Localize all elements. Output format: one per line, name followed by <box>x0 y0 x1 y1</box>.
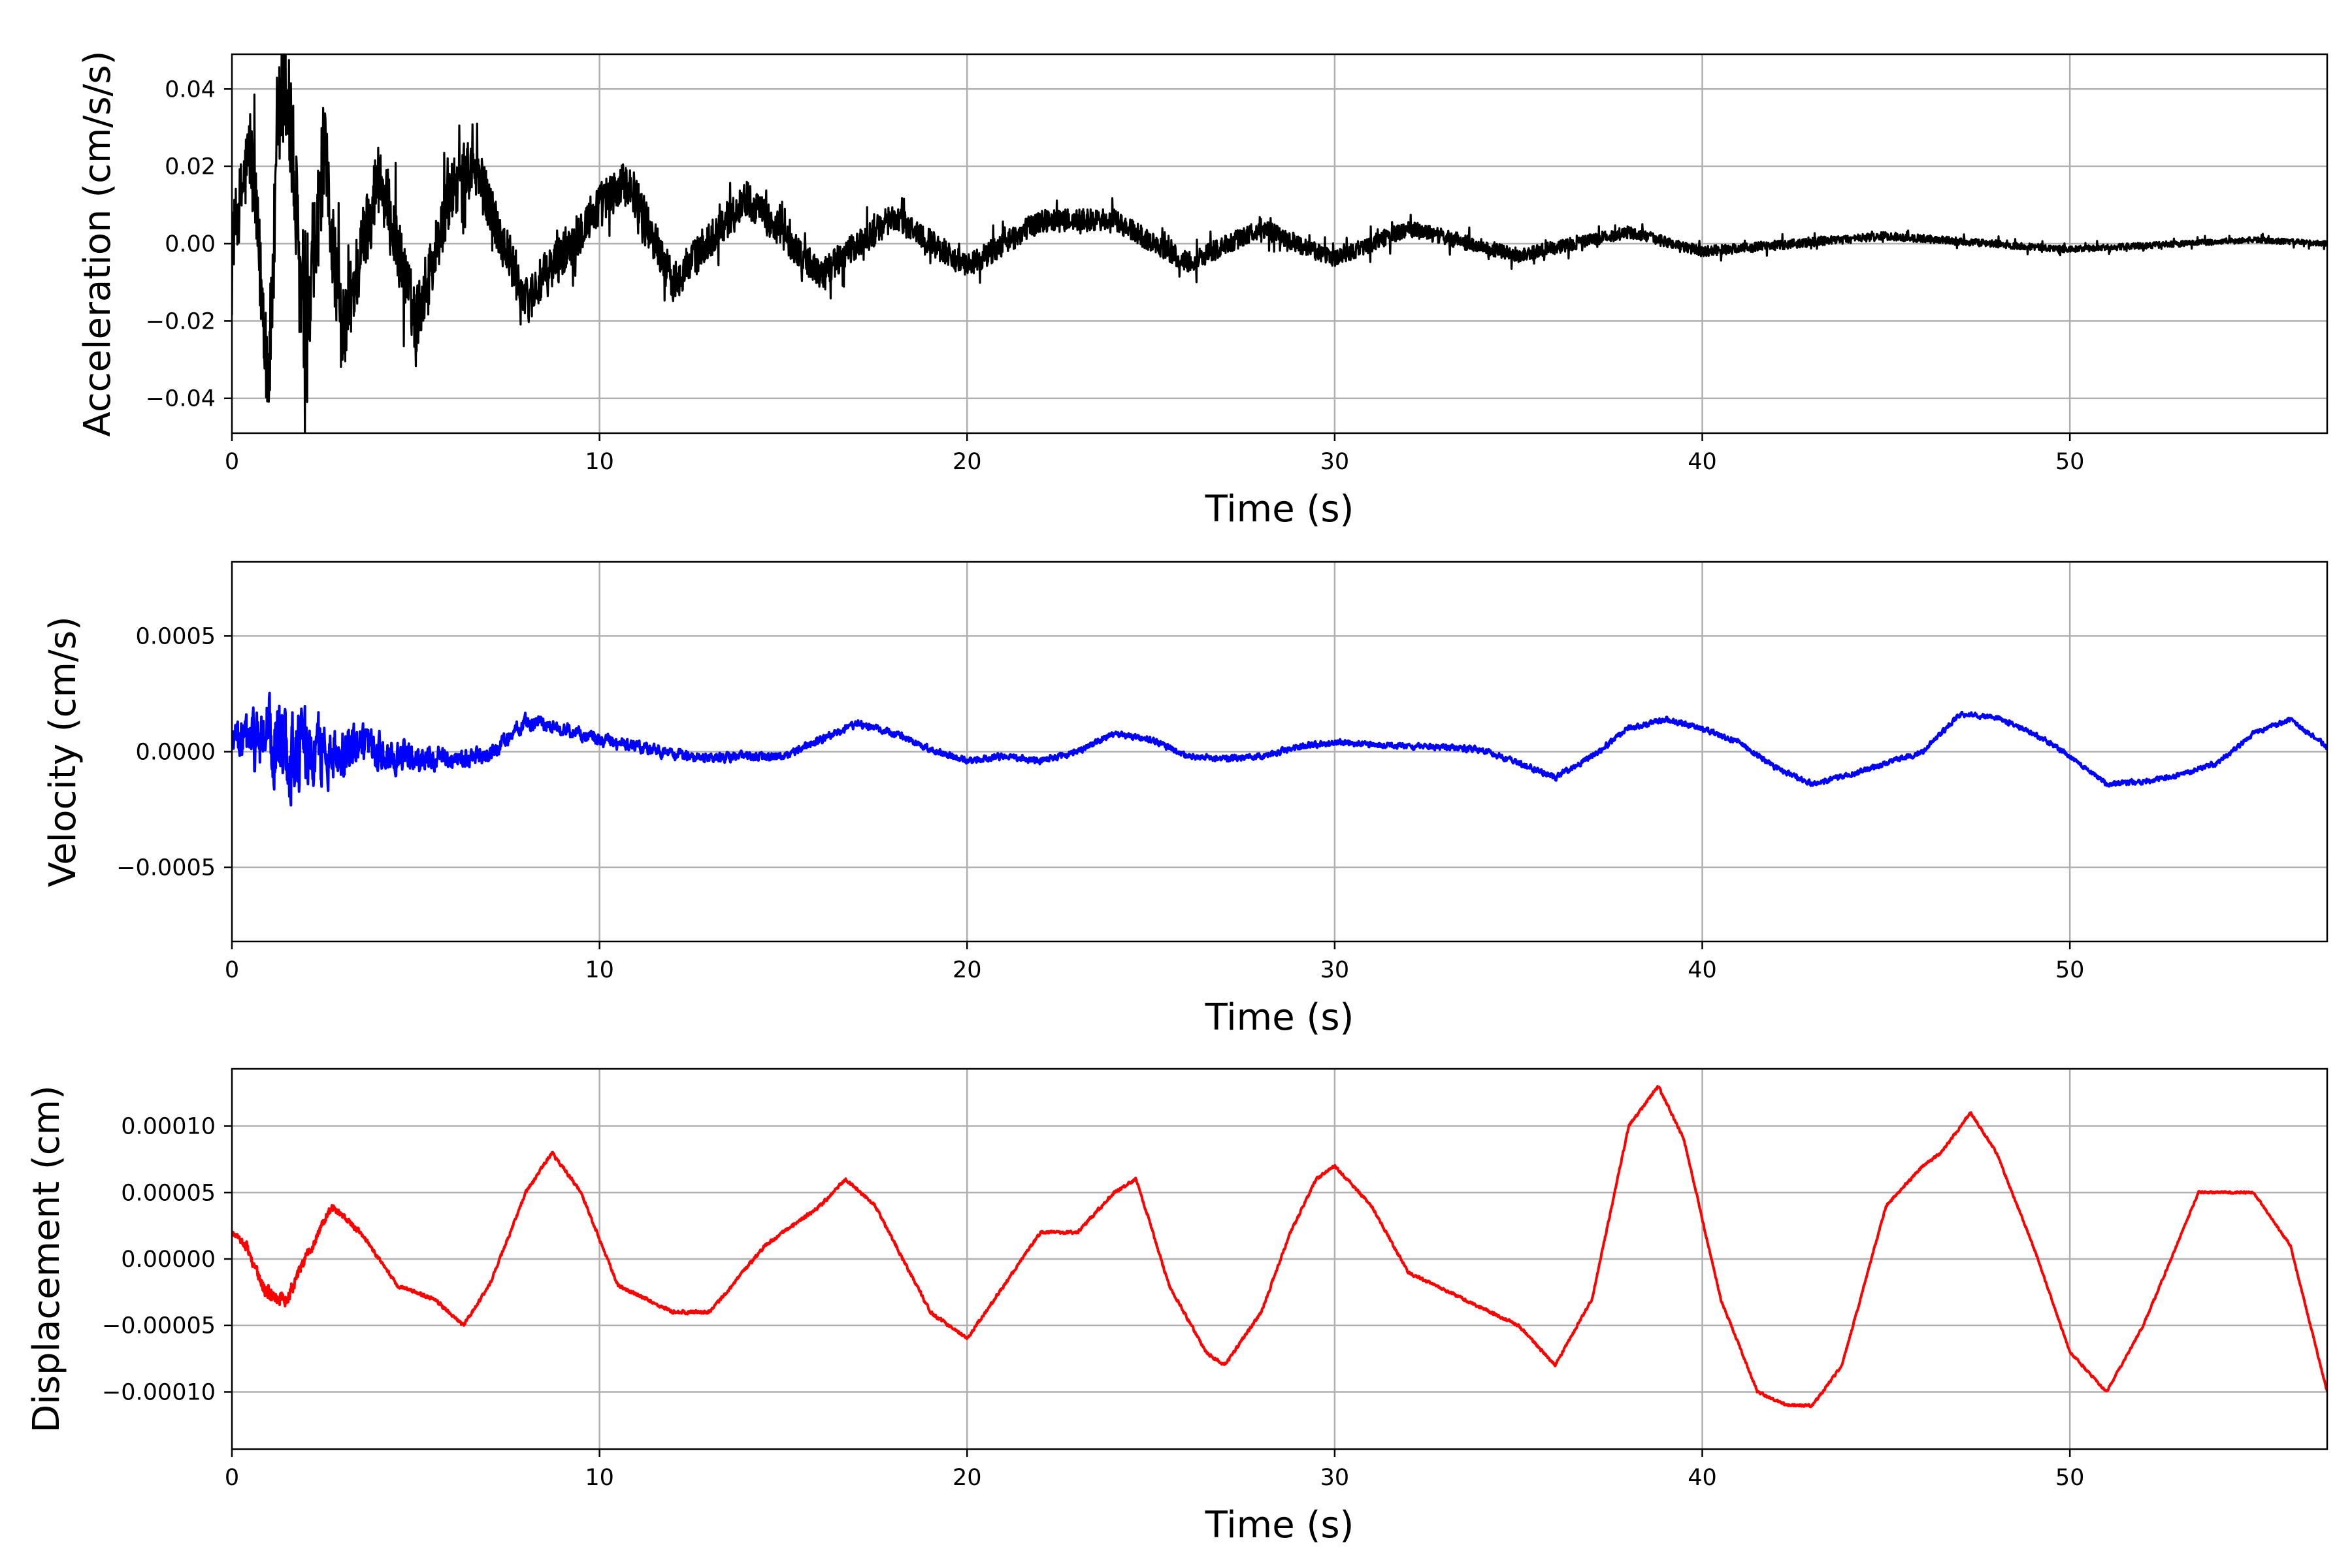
velocity-panel: 0 10 20 30 40 50 −0.0005 0.0000 0.0005 Time (s) Ve… <box>42 561 2328 1039</box>
displacement-x-tick-label: 20 <box>953 1465 982 1491</box>
velocity-y-tick-label: 0.0000 <box>136 740 216 766</box>
velocity-x-tick-label: 30 <box>1320 957 1350 983</box>
acceleration-y-axis-label: Acceleration (cm/s/s) <box>76 51 119 437</box>
displacement-x-tick-label: 40 <box>1688 1465 1717 1491</box>
displacement-x-tick-label: 10 <box>585 1465 614 1491</box>
velocity-x-tick-label: 0 <box>225 957 239 983</box>
displacement-y-tick-label: 0.00010 <box>121 1114 216 1140</box>
acceleration-series-line <box>232 54 2327 433</box>
acceleration-x-axis-label: Time (s) <box>1205 488 1354 531</box>
velocity-x-tick-label: 10 <box>585 957 614 983</box>
acceleration-x-tick-label: 30 <box>1320 449 1350 475</box>
acceleration-y-tick-label: 0.02 <box>165 154 216 180</box>
displacement-x-tick-label: 30 <box>1320 1465 1350 1491</box>
acceleration-y-tick-label: −0.02 <box>146 308 216 335</box>
displacement-y-axis-label: Displacement (cm) <box>25 1085 68 1433</box>
velocity-y-axis-label: Velocity (cm/s) <box>42 616 84 887</box>
velocity-x-tick-label: 40 <box>1688 957 1717 983</box>
acceleration-x-tick-label: 50 <box>2055 449 2085 475</box>
displacement-y-tick-label: −0.00005 <box>102 1313 216 1339</box>
acceleration-y-tick-label: 0.04 <box>165 76 216 103</box>
velocity-x-axis-label: Time (s) <box>1205 996 1354 1039</box>
acceleration-y-tick-label: 0.00 <box>165 231 216 257</box>
displacement-y-tick-label: 0.00005 <box>121 1180 216 1206</box>
acceleration-x-tick-label: 0 <box>225 449 239 475</box>
displacement-series-line <box>232 1085 2327 1409</box>
velocity-series-line <box>232 691 2327 807</box>
acceleration-x-tick-label: 20 <box>953 449 982 475</box>
displacement-x-tick-label: 50 <box>2055 1465 2085 1491</box>
displacement-x-axis-label: Time (s) <box>1205 1504 1354 1546</box>
displacement-x-tick-label: 0 <box>225 1465 239 1491</box>
velocity-y-tick-label: 0.0005 <box>136 623 216 649</box>
velocity-x-tick-label: 20 <box>953 957 982 983</box>
velocity-y-tick-label: −0.0005 <box>116 855 216 881</box>
displacement-panel: 0 10 20 30 40 50 −0.00010 −0.00005 0.00000 0.0000… <box>25 1068 2328 1546</box>
acceleration-x-tick-label: 40 <box>1688 449 1717 475</box>
acceleration-y-tick-label: −0.04 <box>146 386 216 412</box>
acceleration-x-tick-label: 10 <box>585 449 614 475</box>
displacement-y-tick-label: −0.00010 <box>102 1379 216 1405</box>
displacement-y-tick-label: 0.00000 <box>121 1247 216 1273</box>
acceleration-panel: 0 10 20 30 40 50 −0.04 −0.02 0.00 0.02 0.04 Time (s… <box>76 51 2328 531</box>
velocity-x-tick-label: 50 <box>2055 957 2085 983</box>
